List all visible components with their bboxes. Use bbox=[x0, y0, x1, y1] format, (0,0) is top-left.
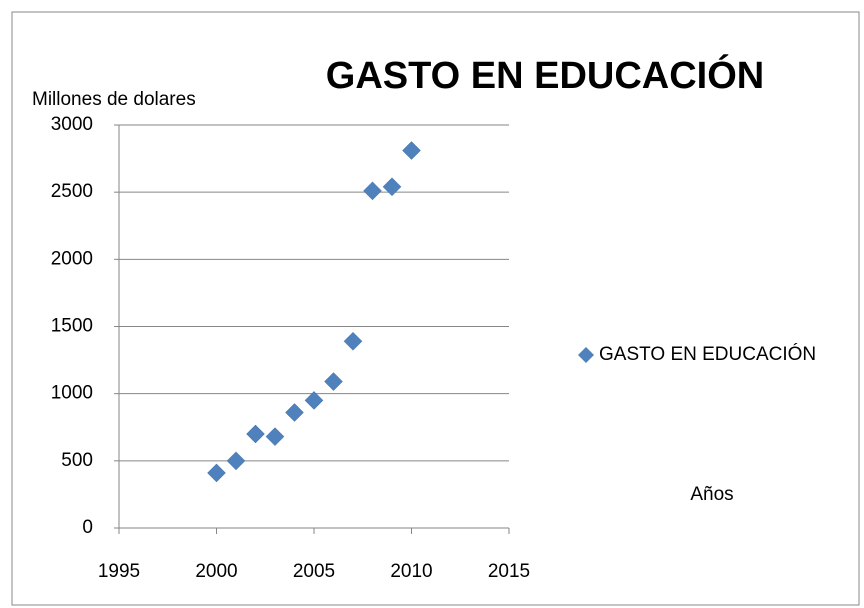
y-tick-label: 1500 bbox=[51, 316, 93, 337]
point bbox=[343, 331, 363, 351]
y-tick-label: 500 bbox=[61, 450, 93, 471]
x-tick-label: 2000 bbox=[195, 561, 237, 582]
point bbox=[363, 181, 382, 201]
y-tick-label: 1000 bbox=[51, 383, 93, 404]
x-tick-label: 2010 bbox=[390, 561, 432, 582]
point bbox=[226, 451, 246, 471]
y-tick-label: 3000 bbox=[51, 114, 93, 135]
x-axis-label: Años bbox=[690, 484, 733, 505]
y-tick-label: 2000 bbox=[51, 248, 93, 269]
point bbox=[207, 463, 226, 483]
point bbox=[304, 391, 324, 410]
point bbox=[265, 427, 285, 447]
point bbox=[246, 424, 265, 444]
y-tick-label: 2500 bbox=[51, 181, 93, 202]
y-tick-label: 0 bbox=[82, 517, 93, 538]
x-tick-label: 2015 bbox=[488, 561, 530, 582]
x-tick-label: 2005 bbox=[293, 561, 335, 582]
chart-border bbox=[11, 11, 860, 606]
y-axis-label: Millones de dolares bbox=[32, 89, 196, 110]
chart-title: GASTO EN EDUCACIÓN bbox=[326, 53, 764, 97]
point bbox=[382, 177, 402, 197]
point bbox=[285, 403, 304, 422]
point bbox=[402, 141, 421, 160]
point bbox=[324, 372, 343, 391]
legend-label: GASTO EN EDUCACIÓN bbox=[599, 343, 816, 365]
x-tick-label: 1995 bbox=[98, 561, 140, 582]
legend-marker bbox=[578, 347, 594, 363]
